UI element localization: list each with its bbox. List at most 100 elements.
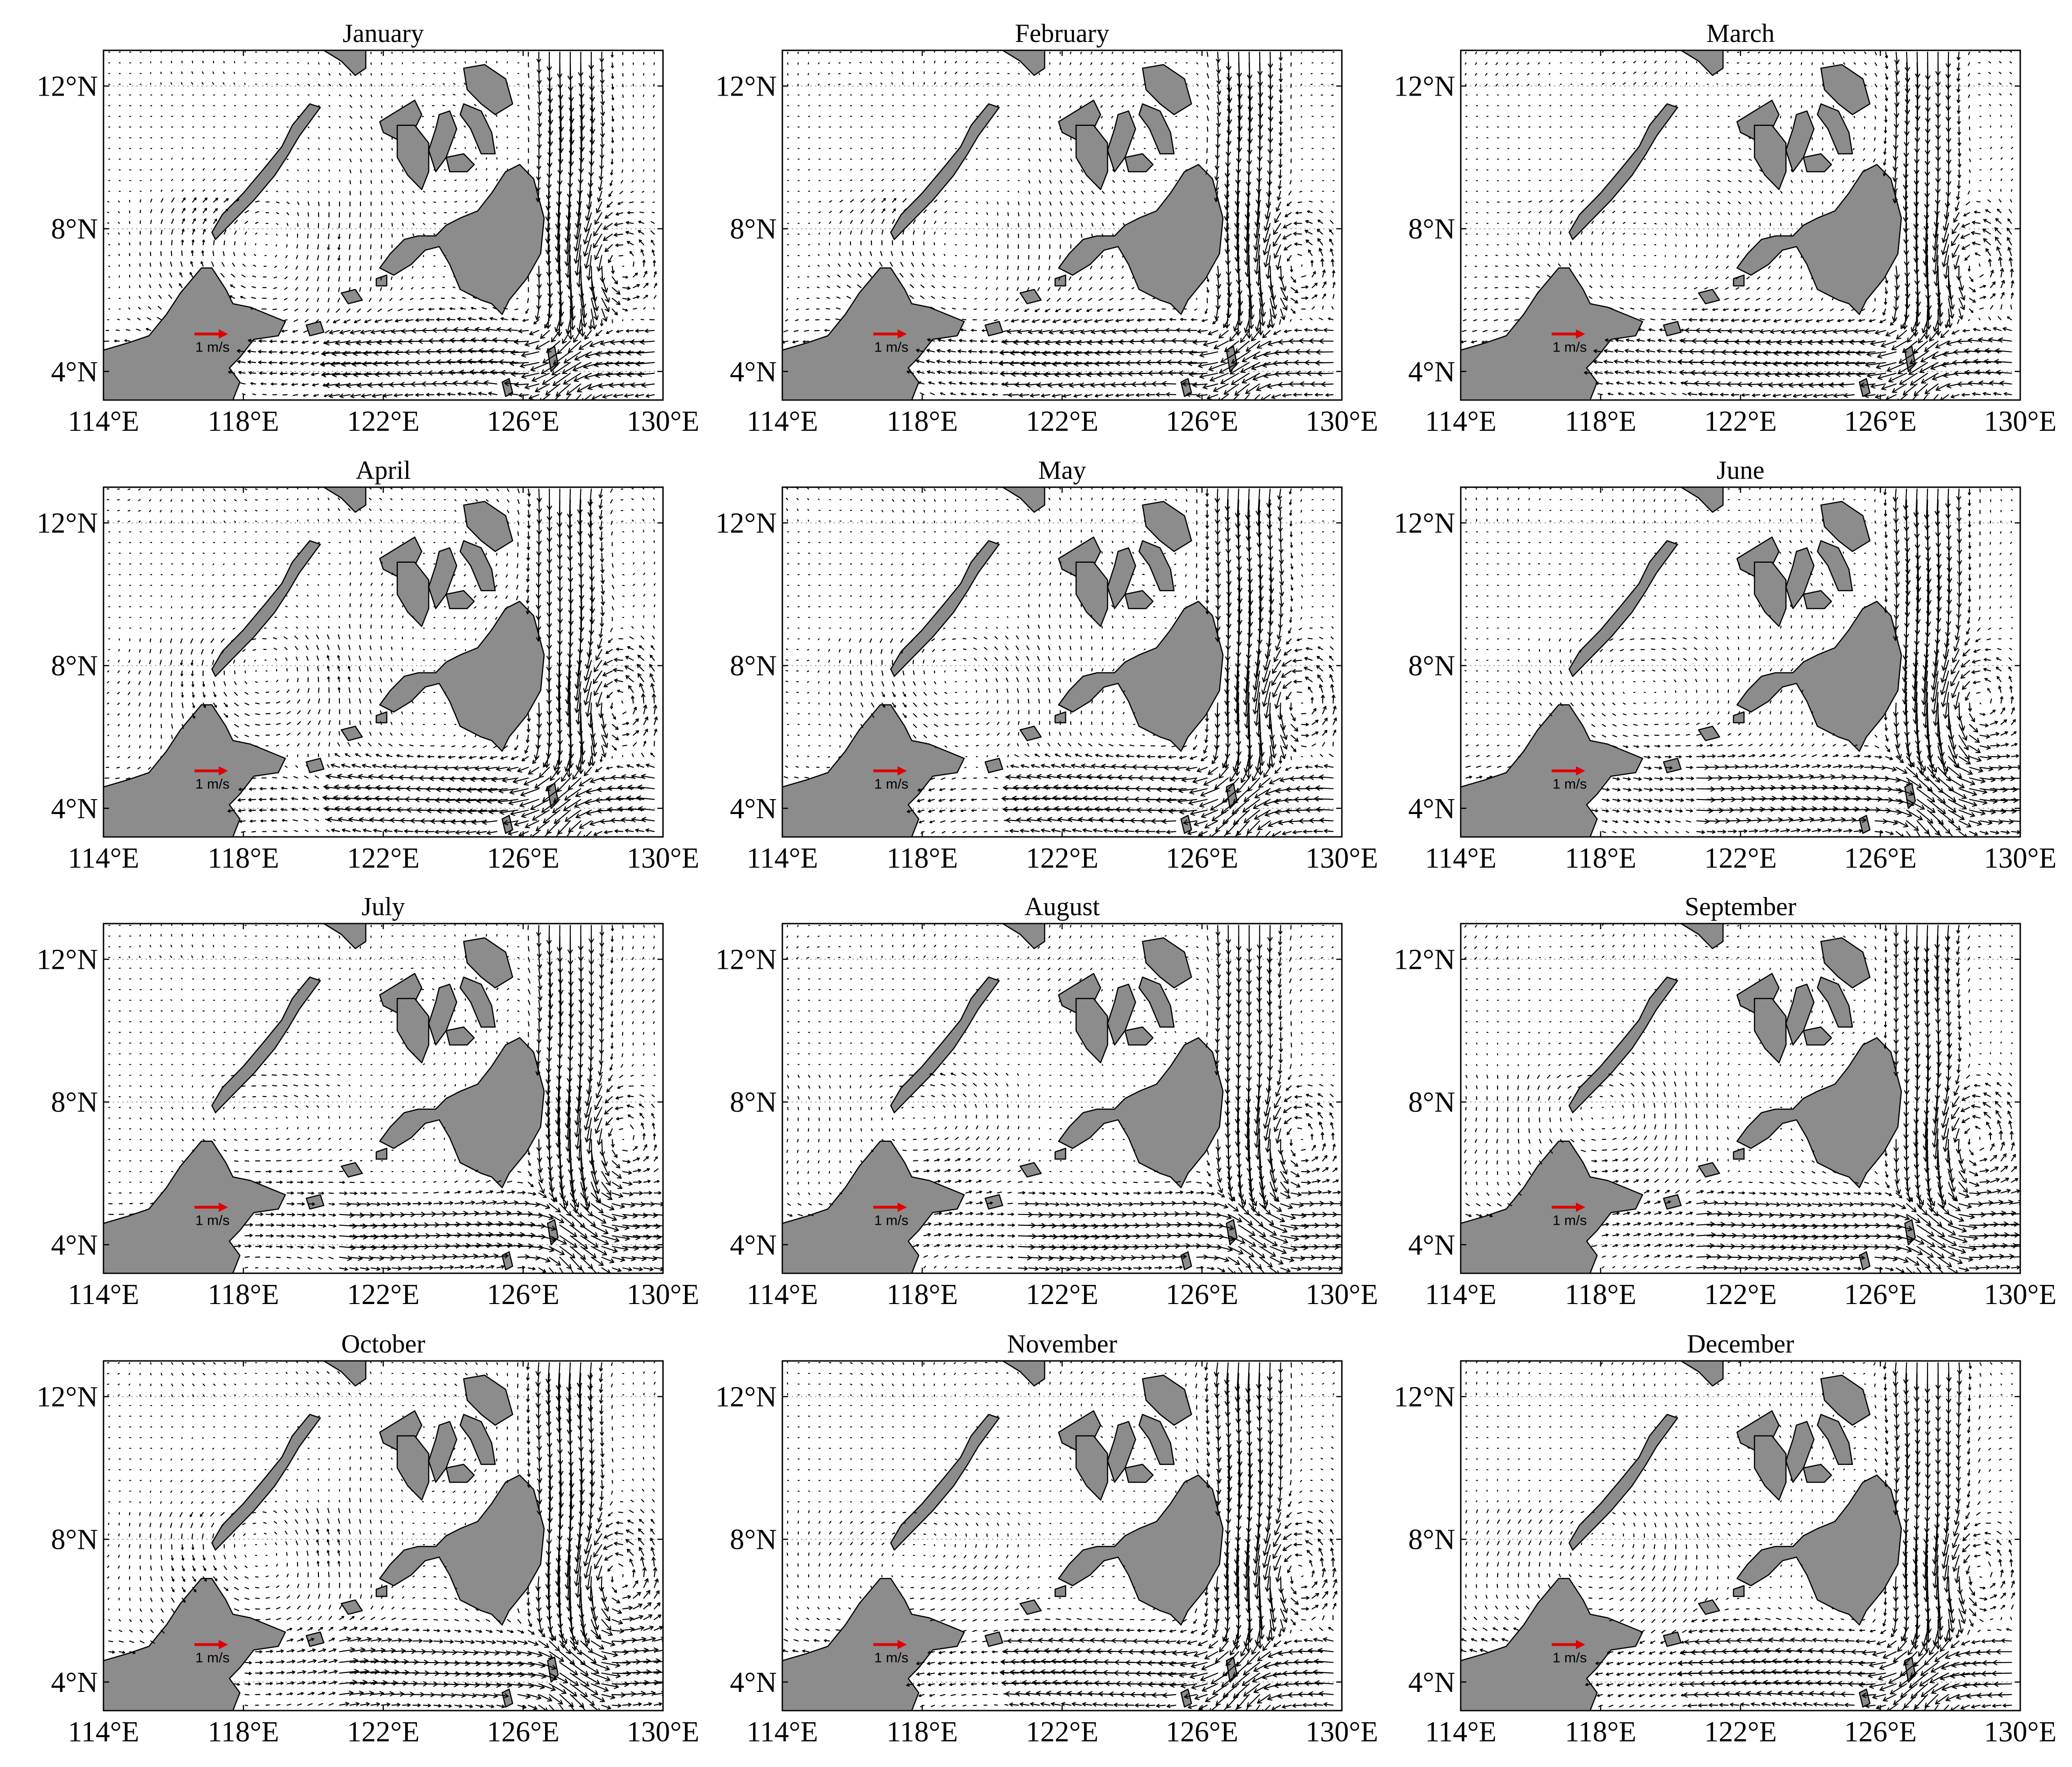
velocity-vector	[1228, 51, 1229, 71]
vector-head	[1646, 370, 1651, 374]
vector-head	[442, 380, 448, 387]
velocity-vector	[1946, 383, 1960, 387]
velocity-vector	[1059, 330, 1071, 333]
velocity-vector	[276, 244, 277, 247]
vector-head	[1227, 98, 1232, 103]
velocity-vector	[374, 319, 382, 323]
vector-head	[1285, 371, 1290, 376]
vector-head	[1764, 372, 1770, 377]
velocity-vector	[1091, 330, 1103, 333]
vector-head	[1246, 346, 1251, 352]
vector-head	[635, 361, 641, 366]
velocity-vector	[370, 330, 382, 333]
velocity-vector	[871, 168, 873, 171]
velocity-vector	[1049, 159, 1051, 162]
velocity-vector	[1132, 105, 1134, 107]
vector-head	[374, 372, 380, 377]
vector-head	[325, 340, 330, 346]
vector-head	[1231, 380, 1236, 385]
velocity-vector	[1660, 318, 1666, 320]
vector-head	[600, 323, 603, 326]
vector-head	[1305, 229, 1309, 234]
velocity-vector	[339, 126, 341, 129]
vector-head	[1254, 221, 1260, 227]
vector-head	[1753, 350, 1758, 356]
vector-head	[338, 236, 341, 240]
velocity-vector	[985, 297, 988, 300]
velocity-vector	[1682, 393, 1687, 395]
vector-head	[1236, 169, 1241, 174]
vector-head	[1271, 394, 1276, 399]
vector-head	[1278, 100, 1283, 104]
velocity-vector	[953, 276, 956, 278]
vector-head	[587, 385, 593, 390]
velocity-vector	[158, 306, 162, 310]
velocity-vector	[551, 330, 560, 343]
velocity-vector	[223, 229, 227, 235]
velocity-vector	[1877, 351, 1897, 358]
velocity-vector	[1934, 319, 1939, 332]
vector-head	[1268, 85, 1273, 90]
velocity-vector	[181, 71, 183, 74]
velocity-vector	[1777, 297, 1782, 301]
vector-head	[1931, 354, 1937, 359]
vector-head	[1244, 237, 1250, 242]
vector-head	[1658, 381, 1662, 385]
velocity-vector	[1196, 105, 1199, 107]
axis-ticks	[103, 50, 664, 400]
vector-head	[546, 324, 551, 329]
velocity-vector	[986, 201, 988, 204]
velocity-vector	[1657, 371, 1666, 374]
samar-land	[1820, 64, 1871, 116]
velocity-vector	[1910, 373, 1928, 386]
velocity-vector	[1039, 212, 1041, 217]
vector-head	[426, 318, 429, 322]
velocity-vector	[1206, 148, 1208, 153]
velocity-vector	[976, 212, 978, 214]
sulu-island-3	[1054, 274, 1066, 287]
velocity-vector	[838, 252, 841, 256]
vector-head	[1293, 221, 1297, 225]
vector-head	[363, 350, 368, 356]
velocity-vector	[514, 383, 529, 386]
vector-head	[1226, 130, 1232, 135]
velocity-vector	[255, 221, 259, 224]
velocity-vector	[1767, 297, 1771, 301]
vector-head	[1593, 359, 1597, 364]
velocity-vector	[343, 319, 351, 323]
vector-head	[1268, 74, 1273, 79]
velocity-vector	[1228, 287, 1230, 308]
velocity-vector	[381, 159, 383, 162]
velocity-vector	[1748, 330, 1761, 332]
vector-head	[1126, 350, 1131, 355]
velocity-vector	[1133, 212, 1135, 214]
vector-head	[1978, 337, 1983, 343]
vector-head	[325, 382, 330, 388]
velocity-vector	[932, 274, 935, 278]
vector-head	[2007, 316, 2010, 319]
velocity-vector	[473, 382, 487, 385]
vector-head	[1042, 361, 1047, 367]
velocity-vector	[391, 191, 394, 194]
mindanao-land	[1736, 164, 1902, 315]
velocity-vector	[584, 330, 592, 340]
velocity-vector	[1603, 360, 1614, 363]
vector-head	[1251, 336, 1257, 342]
velocity-vector	[346, 383, 361, 387]
vector-head	[1235, 348, 1240, 353]
vector-head	[1964, 348, 1969, 354]
velocity-vector	[587, 383, 602, 389]
x-tick-label: 114°E	[746, 406, 818, 437]
velocity-vector	[1079, 73, 1082, 76]
vector-head	[600, 122, 605, 127]
vector-head	[1245, 203, 1250, 208]
velocity-vector	[1813, 362, 1834, 365]
vector-head	[1247, 150, 1252, 155]
velocity-vector	[1635, 350, 1645, 352]
velocity-vector	[868, 273, 872, 278]
vector-head	[1292, 311, 1296, 314]
velocity-vector	[826, 297, 830, 299]
vector-head	[1919, 368, 1925, 373]
vector-head	[1705, 381, 1710, 387]
velocity-vector	[338, 287, 340, 292]
